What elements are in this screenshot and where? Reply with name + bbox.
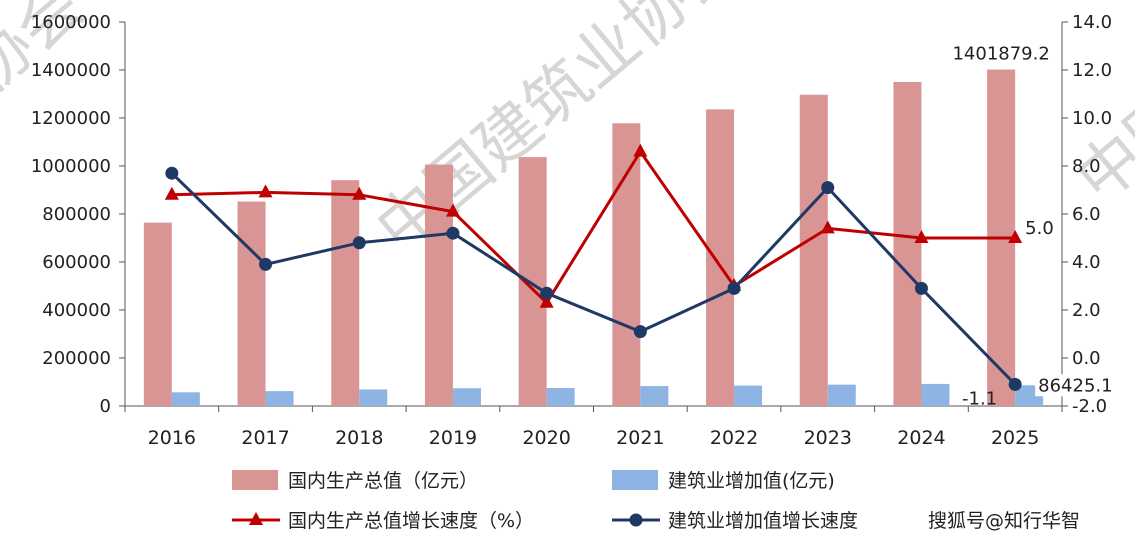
construction-growth-point	[259, 257, 273, 271]
construction-bar	[171, 392, 200, 406]
data-label: 1401879.2	[952, 44, 1049, 65]
x-tick-label: 2020	[522, 427, 570, 449]
y-left-tick-label: 200000	[42, 348, 111, 369]
x-tick-label: 2024	[897, 427, 945, 449]
x-tick-label: 2023	[804, 427, 852, 449]
x-tick-label: 2018	[335, 427, 383, 449]
y-left-tick-label: 600000	[42, 252, 111, 273]
y-left-tick-label: 0	[100, 396, 111, 417]
gdp-bar	[424, 164, 453, 406]
gdp-growth-point	[1008, 230, 1023, 243]
legend-label: 建筑业增加值增长速度	[668, 510, 858, 532]
construction-growth-point	[821, 181, 835, 195]
y-right-tick-label: 14.0	[1072, 12, 1112, 33]
gdp-bar	[237, 201, 266, 406]
data-label-background	[1035, 374, 1122, 397]
construction-bar	[452, 388, 481, 406]
legend: 国内生产总值（亿元） 建筑业增加值(亿元) 国内生产总值增长速度（%） 建筑业增加值增…	[232, 470, 858, 532]
y-right-tick-label: 2.0	[1072, 300, 1101, 321]
construction-bar	[921, 383, 950, 406]
y-right-tick-label: 4.0	[1072, 252, 1101, 273]
y-right-tick-label: -2.0	[1072, 396, 1107, 417]
construction-growth-point	[446, 226, 460, 240]
construction-bar	[359, 389, 388, 406]
legend-swatch	[232, 470, 278, 490]
construction-bar	[640, 386, 669, 406]
gdp-bar	[331, 180, 360, 406]
construction-bar	[546, 388, 575, 406]
gdp-growth-point	[258, 184, 273, 198]
construction-growth-line	[170, 172, 1017, 386]
y-left-tick-label: 800000	[42, 204, 111, 225]
gdp-growth-point	[914, 230, 929, 243]
gdp-bar	[143, 222, 172, 406]
watermark-text: 中国	[1063, 78, 1135, 217]
y-right-tick-label: 10.0	[1072, 108, 1112, 129]
construction-bar	[265, 391, 294, 406]
gdp-bar	[612, 123, 641, 406]
construction-bar	[827, 384, 856, 406]
construction-growth-point	[540, 286, 554, 300]
data-label: -1.1	[962, 388, 997, 409]
construction-growth-point	[165, 166, 179, 180]
construction-growth-point	[914, 281, 928, 295]
gdp-bar	[893, 82, 922, 406]
gdp-bar	[799, 94, 828, 406]
x-tick-label: 2025	[991, 427, 1039, 449]
data-labels: 1401879.2 86425.1 5.0 -1.1	[946, 42, 1122, 409]
bars	[143, 69, 1044, 407]
legend-marker	[629, 513, 643, 527]
y-left-tick-label: 400000	[42, 300, 111, 321]
legend-label: 国内生产总值增长速度（%）	[288, 510, 534, 532]
construction-growth-point	[1008, 377, 1022, 391]
y-right-tick-label: 0.0	[1072, 348, 1101, 369]
gdp-growth-line	[171, 150, 1016, 305]
data-label: 86425.1	[1038, 375, 1112, 396]
gdp-growth-point	[352, 186, 367, 200]
gdp-growth-point	[445, 203, 460, 217]
legend-marker	[249, 512, 263, 525]
data-label-background	[946, 42, 1056, 65]
gdp-growth-point	[633, 143, 648, 157]
x-tick-label: 2021	[616, 427, 664, 449]
y-right-tick-label: 6.0	[1072, 204, 1101, 225]
legend-label: 国内生产总值（亿元）	[288, 470, 478, 492]
gdp-growth-point	[820, 220, 835, 234]
legend-label: 建筑业增加值(亿元)	[668, 470, 835, 492]
y-left-tick-label: 1400000	[31, 60, 111, 81]
construction-growth-point	[352, 236, 366, 250]
legend-swatch	[612, 470, 658, 490]
data-label: 5.0	[1025, 218, 1054, 239]
gdp-growth-point	[164, 186, 179, 200]
y-left-tick-label: 1000000	[31, 156, 111, 177]
y-left-tick-label: 1600000	[31, 12, 111, 33]
x-tick-label: 2016	[148, 427, 196, 449]
construction-growth-point	[727, 281, 741, 295]
x-tick-label: 2017	[241, 427, 289, 449]
y-right-tick-label: 12.0	[1072, 60, 1112, 81]
gdp-growth-point	[539, 294, 554, 308]
gdp-bar	[706, 109, 735, 407]
construction-growth-point	[633, 325, 647, 339]
x-tick-label: 2022	[710, 427, 758, 449]
construction-bar	[734, 385, 763, 406]
y-left-tick-label: 1200000	[31, 108, 111, 129]
x-tick-label: 2019	[429, 427, 477, 449]
y-right-tick-label: 8.0	[1072, 156, 1101, 177]
lines	[164, 143, 1023, 391]
source-credit: 搜狐号@知行华智	[928, 510, 1080, 532]
